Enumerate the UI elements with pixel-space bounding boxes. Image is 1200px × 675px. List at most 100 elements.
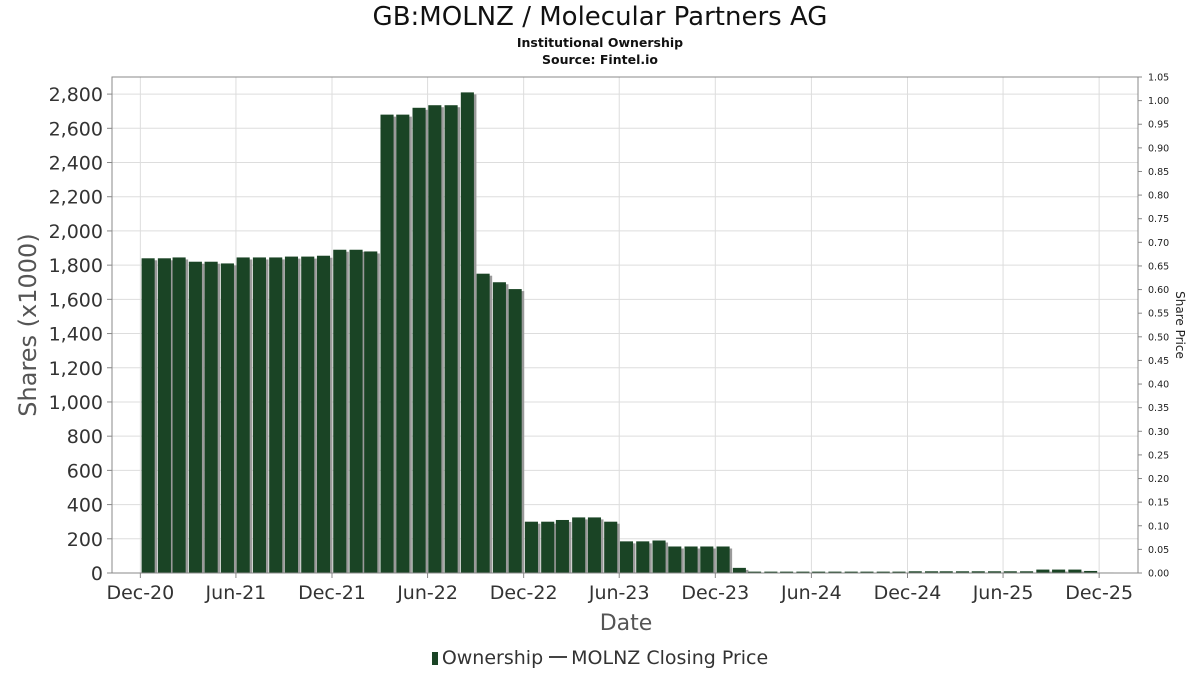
y-tick-label: 1,600: [49, 289, 103, 311]
ownership-bar: [524, 521, 538, 573]
y-tick-label: 200: [67, 529, 103, 551]
ownership-bar: [860, 571, 874, 573]
ownership-bar: [269, 257, 283, 573]
ownership-bar: [508, 289, 522, 573]
ownership-bar: [748, 571, 762, 573]
ownership-bar: [476, 273, 490, 573]
ownership-bar: [732, 567, 746, 573]
ownership-bar: [955, 571, 970, 573]
ownership-bar: [1020, 571, 1034, 573]
y2-tick-label: 0.15: [1148, 498, 1169, 509]
chart-source: Source: Fintel.io: [542, 52, 658, 67]
x-tick-label: Dec-25: [1065, 582, 1133, 604]
x-tick-label: Jun-21: [205, 582, 267, 604]
ownership-bar: [412, 107, 426, 574]
ownership-bar: [172, 257, 186, 573]
ownership-bar: [316, 255, 331, 574]
ownership-bar: [301, 256, 315, 573]
ownership-bar: [541, 521, 555, 573]
y-tick-label: 800: [67, 426, 103, 448]
ownership-bar: [892, 571, 906, 573]
x-tick-label: Dec-20: [106, 582, 174, 604]
y-tick-label: 2,000: [49, 221, 103, 243]
y2-tick-label: 0.40: [1148, 380, 1169, 391]
ownership-bar: [812, 571, 826, 573]
ownership-bar: [876, 571, 890, 573]
ownership-bar: [396, 114, 410, 573]
ownership-bar: [1068, 569, 1082, 573]
y2-tick-label: 0.10: [1148, 521, 1169, 532]
legend: Ownership MOLNZ Closing Price: [0, 647, 1200, 669]
ownership-bar: [141, 258, 155, 573]
x-tick-label: Jun-25: [972, 582, 1034, 604]
ownership-bar: [444, 105, 458, 573]
y-tick-label: 0: [91, 563, 103, 585]
x-tick-label: Dec-24: [874, 582, 942, 604]
y-tick-label: 1,400: [49, 324, 103, 346]
ownership-bar: [844, 571, 858, 573]
ownership-bar: [924, 571, 939, 573]
ownership-bar: [188, 261, 202, 573]
ownership-bar: [428, 105, 442, 573]
legend-price-swatch: [549, 656, 568, 658]
y2-tick-label: 1.00: [1148, 96, 1169, 107]
ownership-bar: [236, 257, 250, 573]
ownership-bar: [460, 92, 474, 574]
y2-tick-label: 0.75: [1148, 214, 1169, 225]
ownership-bar: [492, 282, 506, 573]
ownership-bar: [380, 114, 394, 573]
x-axis-label: Date: [600, 611, 653, 636]
y-tick-label: 1,000: [49, 392, 103, 414]
y2-tick-label: 0.90: [1148, 143, 1169, 154]
x-tick-label: Dec-23: [681, 582, 749, 604]
y2-tick-label: 0.55: [1148, 309, 1169, 320]
plot-frame: [111, 76, 1139, 574]
y-tick-label: 1,800: [49, 255, 103, 277]
legend-price-label: MOLNZ Closing Price: [571, 647, 769, 669]
ownership-bar: [780, 571, 794, 573]
chart-subtitle: Institutional Ownership: [516, 35, 684, 50]
ownership-bar: [700, 546, 714, 573]
y-tick-label: 600: [67, 460, 103, 482]
ownership-bar: [364, 251, 378, 573]
y2-tick-label: 0.50: [1148, 332, 1169, 343]
y-tick-label: 2,600: [49, 118, 103, 140]
x-tick-label: Dec-22: [490, 582, 558, 604]
ownership-bar: [908, 571, 922, 573]
y2-tick-label: 0.65: [1148, 261, 1169, 272]
y-tick-label: 400: [67, 495, 103, 517]
ownership-bar: [796, 571, 810, 573]
ownership-bar: [652, 540, 666, 573]
y-axis-ticks: 0 200 400 600 800 1,000 1,200 1,400 1,600 1,800 2,…: [49, 84, 112, 585]
ownership-bar: [764, 571, 778, 573]
y2-tick-label: 0.00: [1148, 569, 1169, 580]
ownership-bar: [971, 571, 985, 573]
y2-tick-label: 1.05: [1148, 73, 1169, 84]
y2-axis-label: Share Price: [1173, 291, 1187, 359]
x-tick-label: Jun-23: [588, 582, 650, 604]
legend-ownership-label: Ownership: [441, 647, 544, 669]
ownership-bar: [684, 546, 698, 573]
y-tick-label: 1,200: [49, 358, 103, 380]
ownership-bar: [1003, 571, 1017, 573]
y2-tick-label: 0.70: [1148, 238, 1169, 249]
ownership-bar: [716, 546, 730, 573]
y2-tick-label: 0.25: [1148, 450, 1169, 461]
chart-title: GB:MOLNZ / Molecular Partners AG: [372, 2, 828, 32]
y2-axis-ticks: 0.00 0.05 0.10 0.15 0.20 0.25 0.30 0.35 0.40 0.45…: [1138, 73, 1169, 580]
ownership-bar: [828, 571, 842, 573]
ownership-bar: [1084, 570, 1098, 573]
ownership-bar: [1052, 569, 1066, 573]
x-tick-label: Dec-21: [298, 582, 366, 604]
y2-tick-label: 0.80: [1148, 191, 1169, 202]
legend-ownership-swatch: [431, 652, 438, 665]
x-tick-label: Jun-24: [780, 582, 842, 604]
ownership-bar: [604, 521, 618, 573]
ownership-bar: [668, 546, 682, 573]
ownership-bar: [284, 256, 299, 573]
ownership-bar: [636, 541, 650, 573]
bar-group: [141, 92, 1114, 574]
y-tick-label: 2,200: [49, 187, 103, 209]
ownership-bar: [204, 261, 218, 573]
